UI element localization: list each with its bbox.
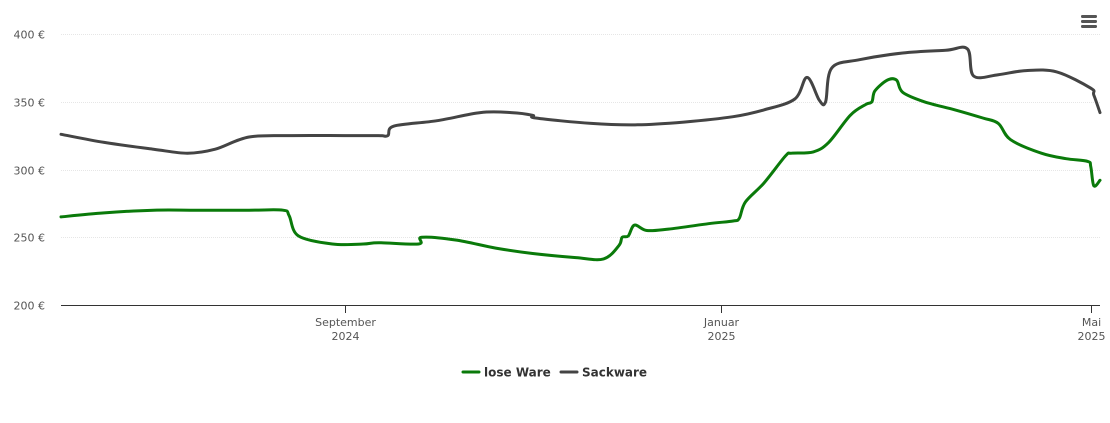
legend: lose Ware Sackware: [461, 366, 647, 380]
x-tick-label-month: September: [315, 316, 376, 329]
chart-menu-hamburger-icon[interactable]: [1078, 12, 1100, 32]
x-tick-label-year: 2024: [332, 330, 360, 343]
y-tick-label: 300 €: [14, 165, 46, 178]
y-tick-label: 350 €: [14, 97, 46, 110]
x-tick-label-year: 2025: [708, 330, 736, 343]
x-tick-label-year: 2025: [1078, 330, 1106, 343]
y-axis-ticks: 200 € 250 € 300 € 350 € 400 €: [14, 29, 46, 313]
x-tick-label-month: Mai: [1082, 316, 1101, 329]
legend-item-lose-ware[interactable]: lose Ware: [461, 366, 551, 380]
y-tick-label: 200 €: [14, 300, 46, 313]
grid-lines: [61, 34, 1100, 238]
x-tick-label-month: Januar: [703, 316, 740, 329]
series-line-sackware[interactable]: [59, 45, 1102, 155]
series-line-lose-ware[interactable]: [59, 77, 1102, 262]
legend-item-sackware[interactable]: Sackware: [559, 366, 647, 380]
legend-label: lose Ware: [484, 366, 551, 380]
y-tick-label: 250 €: [14, 232, 46, 245]
y-tick-label: 400 €: [14, 29, 46, 42]
series-lines: [59, 45, 1102, 262]
legend-label: Sackware: [582, 366, 647, 380]
